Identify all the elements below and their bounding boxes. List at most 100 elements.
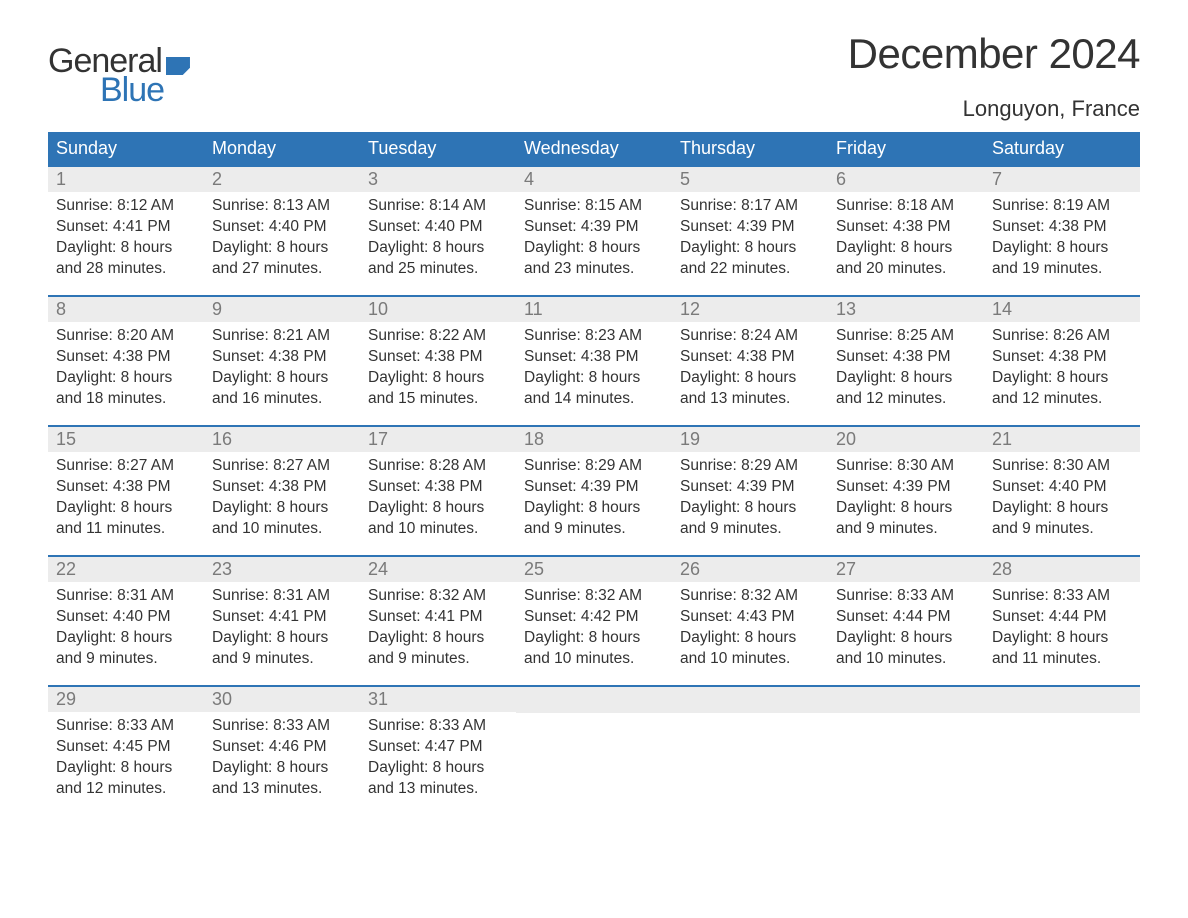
day-cell: 3Sunrise: 8:14 AMSunset: 4:40 PMDaylight… — [360, 167, 516, 295]
day-body: Sunrise: 8:27 AMSunset: 4:38 PMDaylight:… — [56, 456, 196, 540]
daylight-line-2: and 11 minutes. — [992, 649, 1132, 670]
daylight-line-2: and 20 minutes. — [836, 259, 976, 280]
daylight-line-2: and 14 minutes. — [524, 389, 664, 410]
week-row: 22Sunrise: 8:31 AMSunset: 4:40 PMDayligh… — [48, 555, 1140, 685]
day-number: 14 — [992, 299, 1012, 319]
day-number-bar: 14 — [984, 297, 1140, 322]
week-row: 1Sunrise: 8:12 AMSunset: 4:41 PMDaylight… — [48, 165, 1140, 295]
day-body: Sunrise: 8:19 AMSunset: 4:38 PMDaylight:… — [992, 196, 1132, 280]
sunset-line: Sunset: 4:42 PM — [524, 607, 664, 628]
day-body: Sunrise: 8:22 AMSunset: 4:38 PMDaylight:… — [368, 326, 508, 410]
sunrise-line: Sunrise: 8:33 AM — [836, 586, 976, 607]
sunset-line: Sunset: 4:38 PM — [992, 347, 1132, 368]
sunrise-line: Sunrise: 8:33 AM — [992, 586, 1132, 607]
sunrise-line: Sunrise: 8:32 AM — [680, 586, 820, 607]
day-number: 17 — [368, 429, 388, 449]
daylight-line-1: Daylight: 8 hours — [524, 368, 664, 389]
daylight-line-2: and 18 minutes. — [56, 389, 196, 410]
sunset-line: Sunset: 4:38 PM — [836, 217, 976, 238]
sunset-line: Sunset: 4:38 PM — [992, 217, 1132, 238]
day-body: Sunrise: 8:33 AMSunset: 4:44 PMDaylight:… — [992, 586, 1132, 670]
sunrise-line: Sunrise: 8:30 AM — [992, 456, 1132, 477]
day-number-bar: 27 — [828, 557, 984, 582]
daylight-line-1: Daylight: 8 hours — [368, 498, 508, 519]
day-cell: 11 Sunrise: 8:23 AMSunset: 4:38 PMDayligh… — [516, 297, 672, 425]
day-number: 30 — [212, 689, 232, 709]
daylight-line-1: Daylight: 8 hours — [992, 498, 1132, 519]
day-cell — [984, 687, 1140, 815]
logo-text-blue: Blue — [100, 71, 164, 110]
day-body: Sunrise: 8:31 AMSunset: 4:41 PMDaylight:… — [212, 586, 352, 670]
day-number: 20 — [836, 429, 856, 449]
daylight-line-1: Daylight: 8 hours — [836, 498, 976, 519]
day-body: Sunrise: 8:32 AMSunset: 4:41 PMDaylight:… — [368, 586, 508, 670]
sunset-line: Sunset: 4:41 PM — [212, 607, 352, 628]
day-number: 13 — [836, 299, 856, 319]
day-number-bar: 11 — [516, 297, 672, 322]
day-body: Sunrise: 8:12 AMSunset: 4:41 PMDaylight:… — [56, 196, 196, 280]
day-number-bar: 8 — [48, 297, 204, 322]
day-body: Sunrise: 8:24 AMSunset: 4:38 PMDaylight:… — [680, 326, 820, 410]
daylight-line-2: and 10 minutes. — [212, 519, 352, 540]
daylight-line-1: Daylight: 8 hours — [524, 238, 664, 259]
day-body: Sunrise: 8:31 AMSunset: 4:40 PMDaylight:… — [56, 586, 196, 670]
day-body: Sunrise: 8:21 AMSunset: 4:38 PMDaylight:… — [212, 326, 352, 410]
daylight-line-1: Daylight: 8 hours — [992, 238, 1132, 259]
day-body: Sunrise: 8:30 AMSunset: 4:40 PMDaylight:… — [992, 456, 1132, 540]
sunrise-line: Sunrise: 8:33 AM — [212, 716, 352, 737]
sunset-line: Sunset: 4:45 PM — [56, 737, 196, 758]
daylight-line-2: and 10 minutes. — [368, 519, 508, 540]
day-cell: 7 Sunrise: 8:19 AMSunset: 4:38 PMDaylight… — [984, 167, 1140, 295]
sunset-line: Sunset: 4:46 PM — [212, 737, 352, 758]
sunrise-line: Sunrise: 8:28 AM — [368, 456, 508, 477]
sunset-line: Sunset: 4:40 PM — [212, 217, 352, 238]
sunset-line: Sunset: 4:38 PM — [212, 477, 352, 498]
logo-flag-icon — [166, 57, 190, 75]
day-body: Sunrise: 8:15 AMSunset: 4:39 PMDaylight:… — [524, 196, 664, 280]
sunset-line: Sunset: 4:44 PM — [992, 607, 1132, 628]
day-number-bar: 23 — [204, 557, 360, 582]
daylight-line-1: Daylight: 8 hours — [836, 628, 976, 649]
day-body: Sunrise: 8:33 AMSunset: 4:45 PMDaylight:… — [56, 716, 196, 800]
brand-logo: General Blue — [48, 42, 190, 110]
day-number: 18 — [524, 429, 544, 449]
day-number: 15 — [56, 429, 76, 449]
day-body: Sunrise: 8:32 AMSunset: 4:43 PMDaylight:… — [680, 586, 820, 670]
day-number: 12 — [680, 299, 700, 319]
day-cell: 28Sunrise: 8:33 AMSunset: 4:44 PMDayligh… — [984, 557, 1140, 685]
day-cell: 13Sunrise: 8:25 AMSunset: 4:38 PMDayligh… — [828, 297, 984, 425]
day-number: 11 — [524, 299, 543, 319]
day-body: Sunrise: 8:33 AMSunset: 4:47 PMDaylight:… — [368, 716, 508, 800]
sunset-line: Sunset: 4:41 PM — [56, 217, 196, 238]
week-row: 8Sunrise: 8:20 AMSunset: 4:38 PMDaylight… — [48, 295, 1140, 425]
title-block: December 2024 Longuyon, France — [848, 30, 1140, 122]
sunset-line: Sunset: 4:38 PM — [212, 347, 352, 368]
day-body: Sunrise: 8:26 AMSunset: 4:38 PMDaylight:… — [992, 326, 1132, 410]
day-body: Sunrise: 8:23 AMSunset: 4:38 PMDaylight:… — [524, 326, 664, 410]
sunrise-line: Sunrise: 8:27 AM — [212, 456, 352, 477]
day-number: 7 — [992, 169, 1002, 189]
day-number: 29 — [56, 689, 76, 709]
day-cell: 1Sunrise: 8:12 AMSunset: 4:41 PMDaylight… — [48, 167, 204, 295]
sunset-line: Sunset: 4:38 PM — [368, 477, 508, 498]
day-number: 23 — [212, 559, 232, 579]
day-cell: 5Sunrise: 8:17 AMSunset: 4:39 PMDaylight… — [672, 167, 828, 295]
daylight-line-2: and 9 minutes. — [56, 649, 196, 670]
weekday-monday: Monday — [204, 132, 360, 165]
day-cell — [828, 687, 984, 815]
sunset-line: Sunset: 4:40 PM — [368, 217, 508, 238]
day-number-bar: 3 — [360, 167, 516, 192]
daylight-line-2: and 13 minutes. — [368, 779, 508, 800]
daylight-line-2: and 9 minutes. — [368, 649, 508, 670]
day-cell: 25Sunrise: 8:32 AMSunset: 4:42 PMDayligh… — [516, 557, 672, 685]
day-cell: 19Sunrise: 8:29 AMSunset: 4:39 PMDayligh… — [672, 427, 828, 555]
day-number-bar: 25 — [516, 557, 672, 582]
daylight-line-2: and 15 minutes. — [368, 389, 508, 410]
daylight-line-2: and 23 minutes. — [524, 259, 664, 280]
sunset-line: Sunset: 4:38 PM — [56, 347, 196, 368]
day-number-bar-empty — [984, 687, 1140, 713]
day-number-bar: 9 — [204, 297, 360, 322]
day-number: 24 — [368, 559, 388, 579]
day-cell: 4Sunrise: 8:15 AMSunset: 4:39 PMDaylight… — [516, 167, 672, 295]
day-cell: 29 Sunrise: 8:33 AMSunset: 4:45 PMDayligh… — [48, 687, 204, 815]
